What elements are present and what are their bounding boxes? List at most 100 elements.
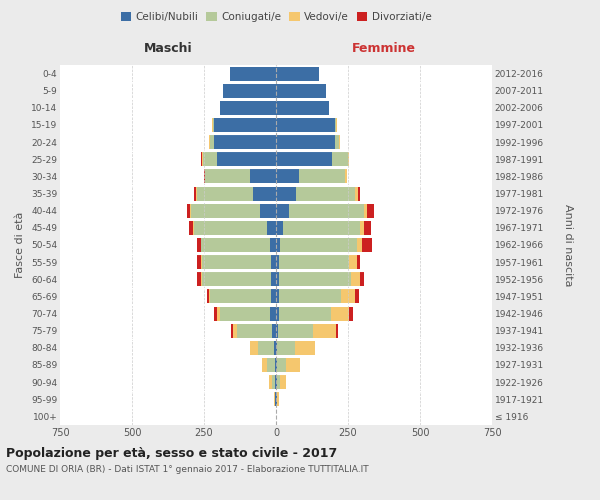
Bar [335, 118, 337, 132]
Bar [280, 375, 286, 389]
Bar [276, 135, 335, 149]
Bar [278, 324, 313, 338]
Bar [194, 186, 196, 200]
Bar [275, 358, 276, 372]
Bar [223, 84, 276, 98]
Text: COMUNE DI ORIA (BR) - Dati ISTAT 1° gennaio 2017 - Elaborazione TUTTITALIA.IT: COMUNE DI ORIA (BR) - Dati ISTAT 1° genn… [6, 466, 368, 474]
Bar [280, 238, 356, 252]
Bar [197, 238, 200, 252]
Bar [276, 324, 278, 338]
Bar [349, 306, 353, 320]
Bar [351, 272, 359, 286]
Bar [272, 324, 276, 338]
Bar [279, 306, 331, 320]
Bar [253, 186, 276, 200]
Bar [276, 66, 319, 80]
Bar [271, 255, 276, 269]
Bar [268, 358, 275, 372]
Bar [276, 375, 277, 389]
Bar [331, 306, 349, 320]
Bar [201, 238, 270, 252]
Bar [211, 290, 271, 304]
Bar [220, 306, 270, 320]
Bar [250, 341, 258, 355]
Bar [279, 290, 341, 304]
Bar [276, 358, 277, 372]
Bar [187, 204, 190, 218]
Bar [220, 101, 276, 115]
Bar [276, 306, 279, 320]
Text: Maschi: Maschi [143, 42, 193, 54]
Bar [299, 170, 345, 183]
Bar [295, 341, 315, 355]
Bar [276, 118, 335, 132]
Bar [283, 221, 359, 235]
Bar [232, 324, 233, 338]
Bar [296, 186, 355, 200]
Bar [349, 255, 356, 269]
Bar [270, 238, 276, 252]
Bar [230, 66, 276, 80]
Text: Popolazione per età, sesso e stato civile - 2017: Popolazione per età, sesso e stato civil… [6, 448, 337, 460]
Bar [203, 152, 217, 166]
Bar [345, 170, 347, 183]
Y-axis label: Fasce di età: Fasce di età [16, 212, 25, 278]
Bar [217, 152, 276, 166]
Bar [359, 272, 364, 286]
Bar [276, 290, 279, 304]
Bar [358, 186, 360, 200]
Bar [204, 170, 205, 183]
Bar [272, 375, 275, 389]
Bar [276, 341, 277, 355]
Bar [277, 341, 295, 355]
Bar [276, 101, 329, 115]
Bar [233, 324, 237, 338]
Bar [356, 255, 360, 269]
Bar [194, 221, 268, 235]
Bar [276, 272, 279, 286]
Bar [202, 255, 271, 269]
Bar [276, 255, 279, 269]
Bar [269, 375, 272, 389]
Bar [197, 186, 253, 200]
Bar [275, 375, 276, 389]
Bar [332, 152, 348, 166]
Text: Femmine: Femmine [352, 42, 416, 54]
Bar [367, 204, 374, 218]
Bar [279, 272, 351, 286]
Bar [201, 272, 202, 286]
Bar [212, 118, 214, 132]
Bar [191, 204, 260, 218]
Bar [289, 204, 364, 218]
Bar [270, 306, 276, 320]
Bar [268, 221, 276, 235]
Bar [262, 358, 268, 372]
Bar [205, 170, 250, 183]
Bar [364, 221, 371, 235]
Bar [279, 255, 349, 269]
Bar [276, 238, 280, 252]
Legend: Celibi/Nubili, Coniugati/e, Vedovi/e, Divorziati/e: Celibi/Nubili, Coniugati/e, Vedovi/e, Di… [116, 8, 436, 26]
Bar [359, 221, 364, 235]
Bar [277, 392, 279, 406]
Bar [258, 341, 274, 355]
Bar [206, 290, 209, 304]
Bar [214, 118, 276, 132]
Bar [276, 186, 296, 200]
Bar [286, 358, 301, 372]
Bar [276, 221, 283, 235]
Y-axis label: Anni di nascita: Anni di nascita [563, 204, 574, 286]
Bar [209, 290, 211, 304]
Bar [271, 290, 276, 304]
Bar [202, 272, 271, 286]
Bar [362, 238, 373, 252]
Bar [276, 204, 289, 218]
Bar [348, 152, 349, 166]
Bar [276, 152, 332, 166]
Bar [197, 272, 201, 286]
Bar [237, 324, 272, 338]
Bar [336, 324, 338, 338]
Bar [250, 170, 276, 183]
Bar [356, 238, 362, 252]
Bar [201, 255, 202, 269]
